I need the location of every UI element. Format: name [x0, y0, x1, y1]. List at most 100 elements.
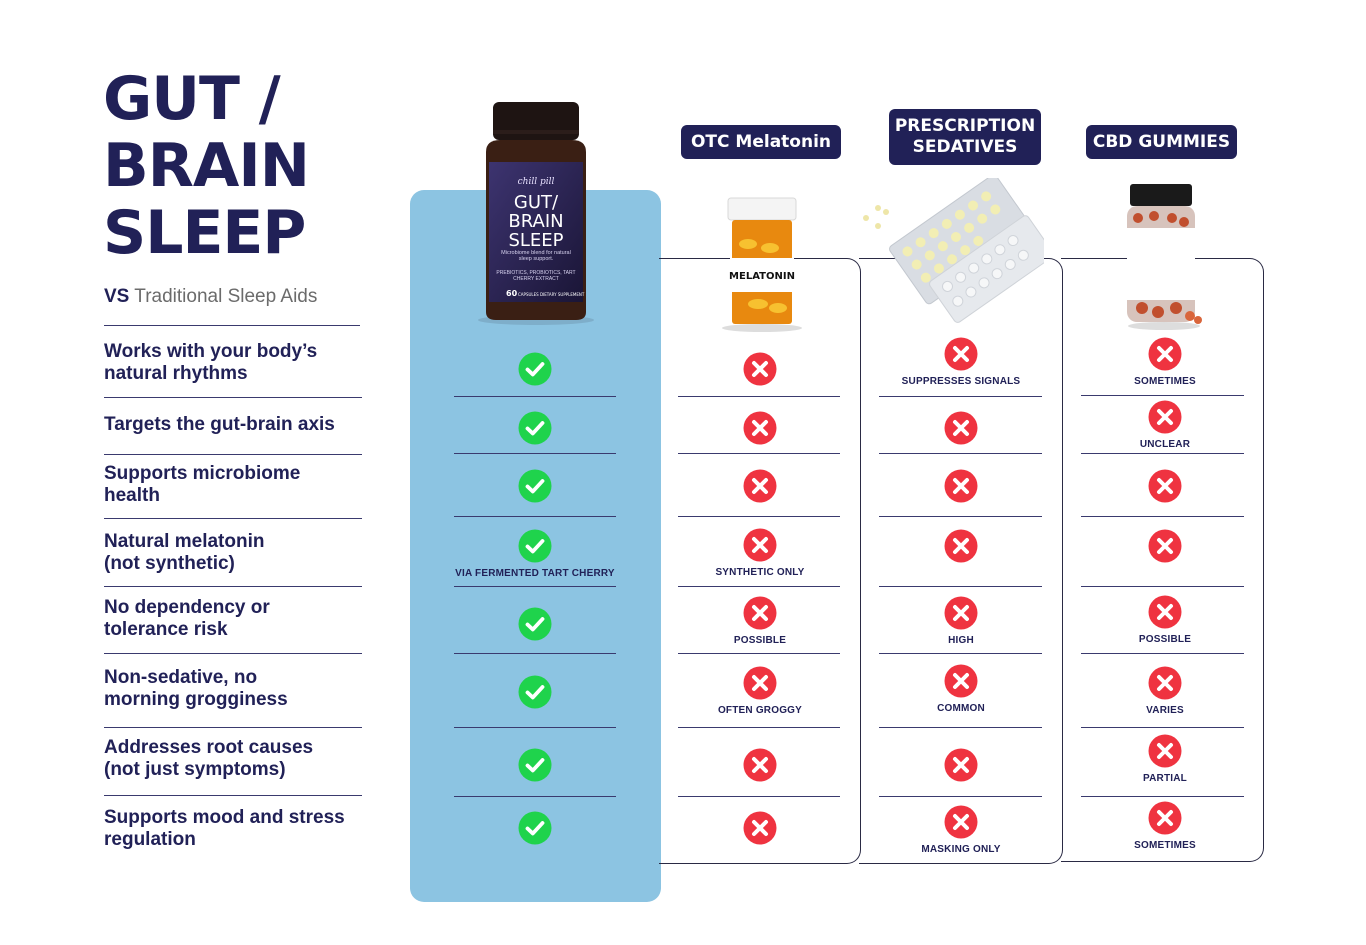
melatonin-row-divider: [678, 796, 840, 797]
melatonin-bottle-image: MELATONIN: [722, 196, 802, 332]
cbd-row-divider: [1081, 586, 1244, 587]
product-row-divider: [454, 516, 616, 517]
sedatives-cell-note: SUPPRESSES SIGNALS: [901, 376, 1021, 387]
cross-icon: [1148, 400, 1182, 434]
sedatives-row-divider: [879, 396, 1042, 397]
sedatives-cell-note: MASKING ONLY: [921, 844, 1001, 855]
cross-icon: [1148, 469, 1182, 503]
cross-icon: [743, 748, 777, 782]
cross-icon: [743, 528, 777, 562]
check-icon: [518, 411, 552, 445]
title-line-2: BRAIN: [103, 131, 310, 201]
row-divider: [104, 518, 362, 519]
cross-icon: [1148, 734, 1182, 768]
sedatives-row-divider: [879, 653, 1042, 654]
row-divider: [104, 325, 360, 326]
row-label-4: Natural melatonin (not synthetic): [104, 531, 265, 574]
cross-icon: [944, 596, 978, 630]
cbd-cell-note: SOMETIMES: [1134, 840, 1196, 851]
melatonin-cell-note: SYNTHETIC ONLY: [715, 567, 805, 578]
bottle-count-label: CAPSULES DIETARY SUPPLEMENT: [518, 292, 585, 297]
cross-icon: [743, 811, 777, 845]
cross-icon: [743, 469, 777, 503]
subtitle-text: Traditional Sleep Aids: [129, 286, 318, 307]
sedatives-header: PRESCRIPTION SEDATIVES: [889, 109, 1041, 165]
cbd-cell-note: POSSIBLE: [1138, 634, 1192, 645]
cross-icon: [1148, 529, 1182, 563]
sedatives-pill-pack-image: [858, 174, 1054, 328]
cross-icon: [944, 469, 978, 503]
row-divider: [104, 397, 362, 398]
cross-icon: [1148, 595, 1182, 629]
cross-icon: [743, 352, 777, 386]
check-icon: [518, 469, 552, 503]
row-label-7: Addresses root causes (not just symptoms…: [104, 737, 314, 780]
cross-icon: [1148, 337, 1182, 371]
row-label-5: No dependency or tolerance risk: [104, 597, 270, 640]
title-line-3: SLEEP: [103, 198, 306, 268]
product-cell-note: VIA FERMENTED TART CHERRY: [455, 568, 615, 579]
product-row-divider: [454, 453, 616, 454]
sedatives-row-divider: [879, 796, 1042, 797]
melatonin-row-divider: [678, 653, 840, 654]
sedatives-row-divider: [879, 516, 1042, 517]
cross-icon: [944, 529, 978, 563]
product-row-divider: [454, 727, 616, 728]
subtitle-vs: VS: [104, 286, 130, 307]
bottle-count: 60: [506, 289, 518, 298]
bottle-ingredients: PREBIOTICS, PROBIOTICS, TART CHERRY EXTR…: [496, 270, 576, 282]
melatonin-cell-note: OFTEN GROGGY: [717, 705, 803, 716]
subtitle: VS Traditional Sleep Aids: [104, 286, 317, 308]
cross-icon: [1148, 801, 1182, 835]
row-divider: [104, 454, 362, 455]
cbd-row-divider: [1081, 453, 1244, 454]
row-divider: [104, 727, 362, 728]
row-divider: [104, 653, 362, 654]
cbd-row-divider: [1081, 395, 1244, 396]
cross-icon: [743, 411, 777, 445]
sedatives-row-divider: [879, 453, 1042, 454]
title-line-1: GUT /: [103, 64, 281, 134]
cross-icon: [743, 596, 777, 630]
cbd-header: CBD GUMMIES: [1086, 125, 1237, 159]
row-divider: [104, 586, 362, 587]
cbd-gummies-jar-image: [1124, 184, 1204, 330]
cbd-cell-note: SOMETIMES: [1134, 376, 1196, 387]
check-icon: [518, 529, 552, 563]
sedatives-header-line-2: SEDATIVES: [912, 137, 1018, 157]
cross-icon: [1148, 666, 1182, 700]
page-title: GUT / BRAIN SLEEP: [103, 64, 310, 268]
cbd-cell-note: PARTIAL: [1143, 773, 1187, 784]
cross-icon: [944, 337, 978, 371]
melatonin-bottle-label: MELATONIN: [729, 271, 795, 282]
sedatives-row-divider: [879, 586, 1042, 587]
check-icon: [518, 748, 552, 782]
cbd-row-divider: [1081, 516, 1244, 517]
cbd-row-divider: [1081, 796, 1244, 797]
row-label-3: Supports microbiome health: [104, 463, 301, 506]
sedatives-cell-note: COMMON: [937, 703, 985, 714]
cbd-cell-note: VARIES: [1146, 705, 1184, 716]
bottle-description: Microbiome blend for natural sleep suppo…: [501, 250, 571, 262]
product-row-divider: [454, 586, 616, 587]
cbd-row-divider: [1081, 727, 1244, 728]
melatonin-row-divider: [678, 516, 840, 517]
product-row-divider: [454, 796, 616, 797]
melatonin-row-divider: [678, 727, 840, 728]
row-label-8: Supports mood and stress regulation: [104, 807, 345, 850]
cross-icon: [743, 666, 777, 700]
cross-icon: [944, 411, 978, 445]
cbd-cell-note: UNCLEAR: [1139, 439, 1191, 450]
melatonin-row-divider: [678, 396, 840, 397]
box-join-line: [659, 258, 679, 259]
product-row-divider: [454, 653, 616, 654]
row-label-2: Targets the gut-brain axis: [104, 414, 335, 435]
melatonin-header: OTC Melatonin: [681, 125, 841, 159]
check-icon: [518, 352, 552, 386]
product-bottle-image: chill pill GUT/ BRAIN SLEEP Microbiome b…: [476, 100, 596, 326]
melatonin-row-divider: [678, 586, 840, 587]
check-icon: [518, 675, 552, 709]
sedatives-header-line-1: PRESCRIPTION: [894, 116, 1036, 136]
row-divider: [104, 795, 362, 796]
bottle-name-3: SLEEP: [508, 230, 563, 251]
